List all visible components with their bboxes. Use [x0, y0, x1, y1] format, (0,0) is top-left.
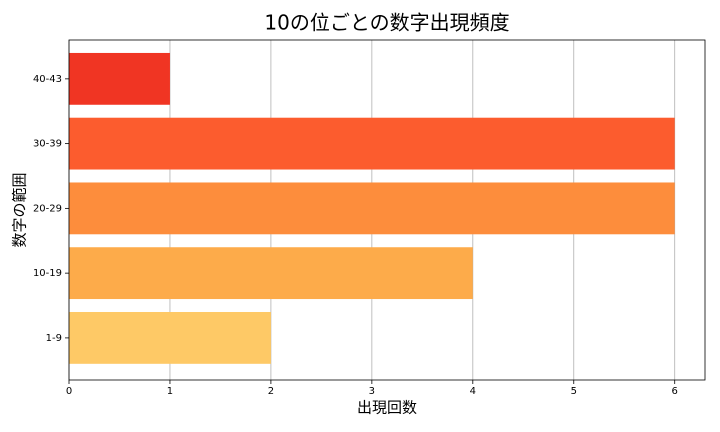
bar — [69, 312, 271, 364]
x-tick-label: 0 — [66, 386, 72, 397]
y-axis-label: 数字の範囲 — [11, 172, 29, 247]
x-tick-label: 5 — [571, 386, 577, 397]
y-tick-label: 40-43 — [33, 74, 62, 85]
chart-title: 10の位ごとの数字出現頻度 — [264, 11, 509, 35]
y-tick-label: 30-39 — [33, 139, 62, 150]
x-tick-label: 4 — [470, 386, 476, 397]
y-tick-label: 10-19 — [33, 268, 62, 279]
x-tick-label: 6 — [672, 386, 678, 397]
bar — [69, 117, 675, 170]
y-tick-label: 1-9 — [46, 333, 62, 344]
x-tick-label: 1 — [167, 386, 173, 397]
y-tick-label: 20-29 — [33, 203, 62, 214]
plot-frame — [68, 39, 706, 381]
bar — [69, 247, 473, 300]
bar — [69, 52, 170, 105]
bar — [69, 182, 675, 235]
x-tick-label: 2 — [268, 386, 274, 397]
x-tick-label: 3 — [369, 386, 375, 397]
x-axis-label: 出現回数 — [357, 399, 417, 417]
